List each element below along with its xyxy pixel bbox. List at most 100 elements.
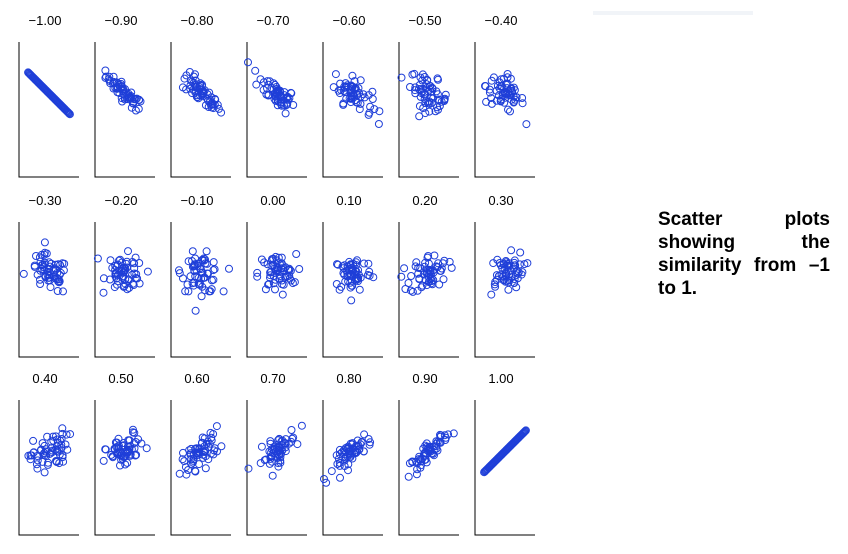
panel-axes — [170, 42, 231, 178]
scatter-point — [58, 424, 67, 433]
scatter-point — [262, 90, 271, 99]
scatter-point — [347, 296, 356, 305]
scatter-point — [356, 76, 365, 85]
scatter-point — [189, 72, 198, 81]
scatter-point — [434, 75, 442, 84]
scatter-point — [415, 85, 423, 93]
panel-title: −0.80 — [181, 13, 214, 28]
scatter-panel: 0.20 — [397, 193, 459, 358]
scatter-point — [267, 261, 276, 270]
scatter-point — [504, 105, 512, 114]
scatter-panel: 0.50 — [94, 371, 155, 536]
scatter-point — [99, 274, 108, 283]
scatter-point — [364, 271, 372, 279]
scatter-point — [244, 58, 252, 67]
scatter-panel: 0.80 — [320, 371, 383, 536]
scatter-point — [47, 437, 56, 446]
scatter-point — [260, 258, 269, 267]
scatter-point — [275, 434, 284, 443]
scatter-point — [343, 271, 352, 280]
scatter-point — [408, 70, 417, 79]
scatter-point — [40, 451, 49, 460]
panel-axes — [18, 400, 79, 536]
scatter-point — [251, 66, 260, 75]
scatter-point — [175, 266, 183, 275]
scatter-point — [198, 92, 207, 101]
scatter-point — [496, 261, 505, 269]
scatter-point — [339, 100, 348, 109]
scatter-point — [412, 258, 421, 267]
scatter-point — [418, 281, 427, 290]
scatter-point — [415, 275, 424, 284]
scatter-point — [512, 283, 521, 292]
scatter-point — [281, 109, 290, 118]
scatter-point — [65, 109, 74, 118]
panel-title: −0.70 — [257, 13, 290, 28]
scatter-point — [217, 442, 226, 451]
top-bar — [593, 11, 753, 15]
scatter-point — [116, 461, 124, 470]
scatter-point — [207, 285, 216, 294]
scatter-point — [404, 472, 413, 481]
scatter-point — [57, 440, 66, 449]
scatter-point — [366, 102, 375, 111]
scatter-point — [440, 95, 449, 104]
scatter-point — [210, 444, 219, 453]
scatter-point — [136, 97, 145, 106]
scatter-point — [360, 259, 368, 268]
scatter-panel: 0.10 — [322, 193, 383, 358]
scatter-point — [135, 279, 144, 288]
scatter-point — [415, 102, 424, 111]
scatter-point — [352, 261, 361, 270]
panel-title: 0.60 — [184, 371, 209, 386]
scatter-point — [104, 75, 113, 84]
scatter-point — [285, 271, 294, 280]
scatter-point — [357, 438, 366, 447]
scatter-point — [425, 269, 434, 278]
panel-title: 0.10 — [336, 193, 361, 208]
scatter-point — [252, 80, 261, 89]
scatter-point — [320, 475, 328, 483]
scatter-point — [375, 107, 384, 116]
scatter-point — [519, 428, 528, 437]
panel-axes — [170, 400, 231, 536]
scatter-point — [329, 83, 338, 92]
scatter-point — [421, 90, 430, 99]
scatter-panel: −0.70 — [244, 13, 307, 178]
panel-title: 0.20 — [412, 193, 437, 208]
scatter-point — [502, 80, 511, 89]
scatter-point — [257, 442, 266, 451]
scatter-point — [284, 439, 293, 448]
scatter-point — [509, 98, 518, 107]
scatter-point — [66, 430, 75, 439]
scatter-point — [397, 73, 406, 82]
scatter-point — [286, 266, 295, 275]
scatter-point — [432, 442, 441, 451]
scatter-point — [207, 276, 216, 285]
scatter-point — [340, 261, 349, 270]
scatter-point — [130, 428, 139, 437]
scatter-point — [205, 287, 214, 296]
scatter-point — [521, 426, 530, 435]
scatter-point — [508, 88, 517, 97]
scatter-point — [189, 85, 198, 94]
scatter-point — [47, 259, 56, 268]
scatter-point — [198, 433, 207, 442]
scatter-point — [33, 456, 42, 465]
scatter-point — [506, 107, 514, 116]
scatter-point — [106, 79, 115, 88]
scatter-point — [424, 259, 433, 268]
scatter-point — [348, 71, 357, 80]
scatter-point — [344, 444, 353, 453]
scatter-point — [190, 266, 199, 275]
scatter-point — [504, 267, 513, 276]
scatter-point — [114, 434, 123, 443]
scatter-point — [481, 82, 489, 90]
scatter-point — [277, 92, 286, 101]
scatter-point — [214, 104, 223, 113]
scatter-panel: −0.80 — [170, 13, 231, 178]
scatter-panel: −0.30 — [18, 193, 79, 358]
scatter-point — [278, 280, 286, 289]
scatter-point — [261, 285, 270, 294]
scatter-point — [108, 263, 117, 272]
